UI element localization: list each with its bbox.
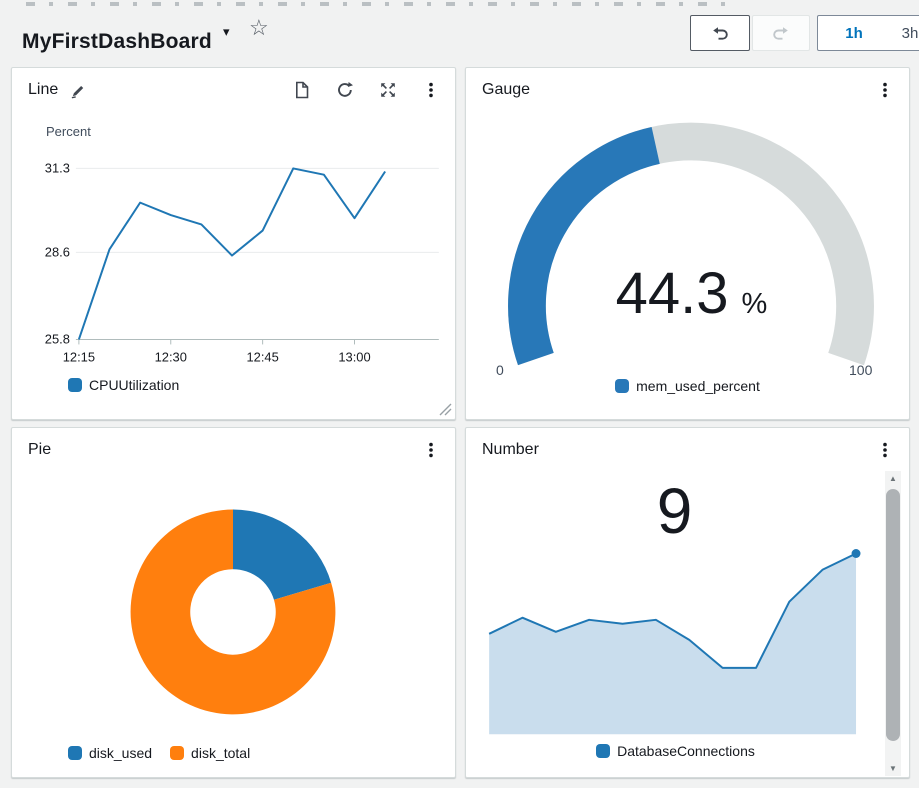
scrollbar-down-icon[interactable]: ▼ bbox=[889, 764, 897, 773]
legend-label: CPUUtilization bbox=[89, 377, 180, 393]
gauge-widget-header: Gauge bbox=[466, 68, 909, 112]
sparkline-path bbox=[488, 552, 857, 669]
undo-button[interactable] bbox=[690, 15, 750, 51]
legend-item-disk-total[interactable]: disk_total bbox=[170, 745, 250, 761]
gauge-chart[interactable] bbox=[466, 68, 909, 419]
widget-number: Number 9 DatabaseConnections ▲ ▼ bbox=[465, 427, 910, 778]
legend-marker bbox=[68, 378, 82, 392]
gauge-value: 44.3 bbox=[615, 261, 729, 326]
x-tick-label: 12:45 bbox=[246, 349, 278, 364]
number-widget-title: Number bbox=[482, 441, 539, 458]
redo-icon bbox=[772, 24, 790, 42]
legend-marker bbox=[596, 744, 611, 758]
expand-widget-icon[interactable] bbox=[379, 81, 397, 99]
legend-item-disk-used[interactable]: disk_used bbox=[68, 745, 152, 761]
x-tick-label: 13:00 bbox=[338, 349, 370, 364]
legend-item-cpuutilization[interactable]: CPUUtilization bbox=[68, 377, 179, 393]
widget-menu-ellipsis-icon[interactable] bbox=[876, 81, 894, 99]
resize-handle[interactable] bbox=[438, 402, 452, 416]
legend-label: disk_used bbox=[89, 745, 153, 761]
pie-slice-disk_used bbox=[233, 509, 332, 600]
redo-button[interactable] bbox=[752, 15, 810, 51]
gauge-value-arc bbox=[508, 127, 661, 366]
pie-widget-title: Pie bbox=[28, 441, 52, 458]
y-tick-label: 28.6 bbox=[45, 244, 70, 259]
gauge-unit: % bbox=[741, 288, 768, 320]
edit-title-pencil-icon[interactable] bbox=[70, 82, 87, 99]
y-tick-label: 31.3 bbox=[45, 160, 70, 175]
widget-scrollbar[interactable]: ▲ ▼ bbox=[885, 471, 901, 776]
legend-label: DatabaseConnections bbox=[617, 743, 755, 759]
widget-menu-ellipsis-icon[interactable] bbox=[876, 441, 894, 459]
favorite-star-icon[interactable]: ☆ bbox=[249, 15, 269, 40]
view-source-document-icon[interactable] bbox=[293, 81, 311, 99]
time-range-1h[interactable]: 1h bbox=[826, 16, 882, 50]
legend-marker bbox=[170, 746, 185, 760]
number-widget-header: Number bbox=[466, 428, 909, 472]
undo-icon bbox=[711, 24, 729, 42]
x-tick-label: 12:15 bbox=[63, 349, 95, 364]
legend-item-databaseconnections[interactable]: DatabaseConnections bbox=[596, 743, 755, 759]
legend-label: disk_total bbox=[191, 745, 251, 761]
refresh-icon[interactable] bbox=[336, 81, 354, 99]
number-value: 9 bbox=[656, 475, 693, 547]
widget-line: Line Percent 25.8 28. bbox=[11, 67, 456, 420]
y-axis-unit-label: Percent bbox=[46, 124, 91, 139]
line-chart[interactable]: 25.8 28.6 31.3 12:15 12:30 12:45 13:00 bbox=[12, 68, 455, 419]
clipped-nav-text bbox=[26, 2, 732, 6]
widget-gauge: Gauge 44.3 % 0 100 mem_used_percent bbox=[465, 67, 910, 420]
gauge-legend: mem_used_percent bbox=[466, 378, 909, 394]
legend-item-mem-used-percent[interactable]: mem_used_percent bbox=[615, 378, 760, 394]
pie-chart[interactable] bbox=[12, 428, 455, 777]
dashboard-title: MyFirstDashBoard bbox=[22, 30, 212, 54]
number-sparkline-chart[interactable] bbox=[466, 428, 909, 777]
legend-label: mem_used_percent bbox=[636, 378, 760, 394]
gauge-widget-title: Gauge bbox=[482, 81, 531, 98]
line-widget-header: Line bbox=[12, 68, 455, 112]
number-legend: DatabaseConnections bbox=[466, 743, 885, 759]
scrollbar-up-icon[interactable]: ▲ bbox=[889, 474, 897, 483]
gauge-max-label: 100 bbox=[849, 362, 873, 378]
legend-marker bbox=[68, 746, 82, 760]
sparkline-last-point bbox=[851, 549, 861, 558]
gauge-min-label: 0 bbox=[496, 362, 504, 378]
line-widget-title: Line bbox=[28, 81, 59, 98]
time-range-selector: 1h 3h bbox=[817, 15, 919, 51]
line-chart-legend: CPUUtilization bbox=[68, 377, 179, 393]
legend-marker bbox=[615, 379, 630, 393]
pie-legend: disk_used disk_total bbox=[68, 745, 250, 761]
pie-slice-disk_total bbox=[130, 509, 336, 715]
gauge-value-group: 44.3 % bbox=[474, 260, 909, 327]
pie-widget-header: Pie bbox=[12, 428, 455, 472]
y-tick-label: 25.8 bbox=[45, 331, 70, 346]
widget-menu-ellipsis-icon[interactable] bbox=[422, 81, 440, 99]
line-series-path bbox=[77, 167, 386, 340]
dashboard-title-caret-icon[interactable]: ▾ bbox=[223, 24, 230, 39]
scrollbar-thumb[interactable] bbox=[886, 489, 900, 741]
time-range-3h[interactable]: 3h bbox=[882, 16, 919, 50]
widget-menu-ellipsis-icon[interactable] bbox=[422, 441, 440, 459]
x-tick-label: 12:30 bbox=[155, 349, 187, 364]
widget-pie: Pie disk_used disk_total bbox=[11, 427, 456, 778]
sparkline-area bbox=[489, 553, 857, 735]
